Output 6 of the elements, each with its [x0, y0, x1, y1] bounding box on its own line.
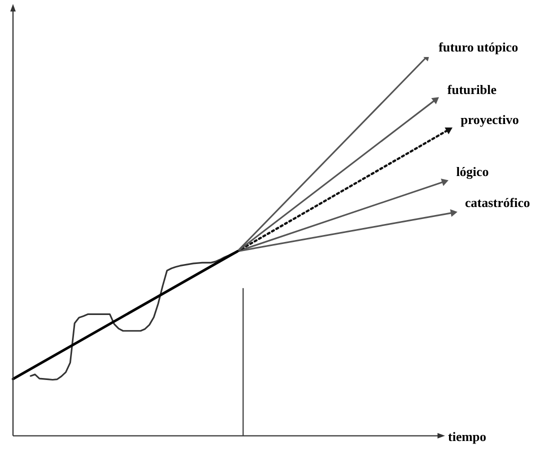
x-axis-title: tiempo: [448, 429, 486, 444]
series-label: proyectivo: [460, 112, 519, 128]
series-label: futuro utópico: [438, 39, 518, 54]
series-label: catastrófico: [465, 195, 530, 210]
series-label: futurible: [447, 82, 497, 98]
series-label: lógico: [456, 164, 489, 179]
